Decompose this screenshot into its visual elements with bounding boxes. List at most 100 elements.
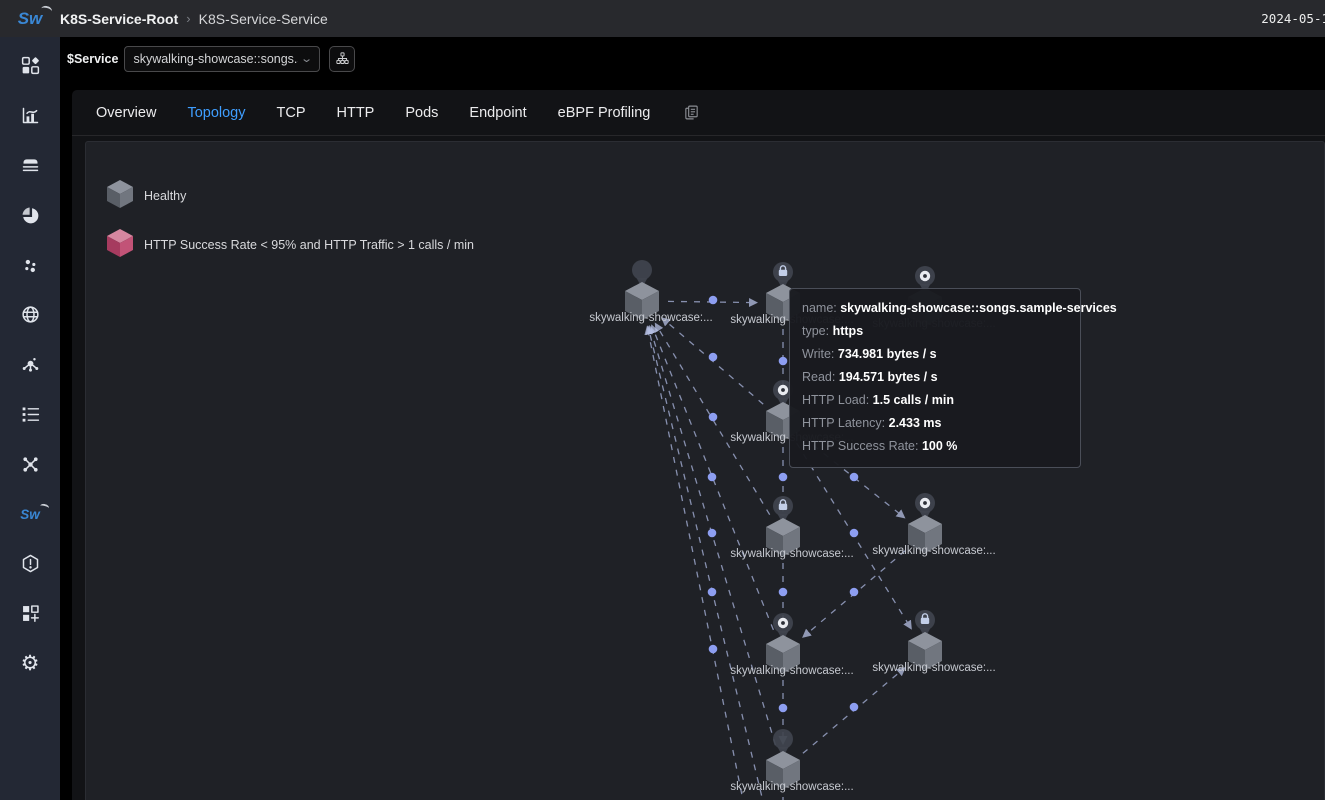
service-cube bbox=[908, 641, 925, 670]
node-label: skywalking-showcase:... bbox=[730, 665, 853, 677]
sidebar-item-settings-gear[interactable]: ⚙ bbox=[0, 639, 60, 689]
service-hierarchy-button[interactable] bbox=[329, 45, 356, 72]
apps-icon bbox=[21, 57, 39, 75]
sidebar-item-layers[interactable] bbox=[0, 141, 60, 191]
service-cube bbox=[908, 524, 925, 553]
breadcrumb-root[interactable]: K8S-Service-Root bbox=[60, 10, 179, 27]
time-range-value[interactable]: 2024-05-1 bbox=[1261, 11, 1325, 26]
node-label: skywalking-showcase:... bbox=[872, 662, 995, 674]
tooltip-row: HTTP Latency: 2.433 ms bbox=[802, 416, 942, 430]
tooltip-row: Write: 734.981 bytes / s bbox=[802, 347, 937, 361]
cluster-dots-icon bbox=[24, 259, 35, 272]
tab-overview[interactable]: Overview bbox=[96, 104, 157, 121]
tab-tcp[interactable]: TCP bbox=[276, 104, 306, 121]
skywalking-mini-logo: Sw bbox=[20, 502, 50, 522]
legend-item-healthy: Healthy bbox=[106, 180, 474, 212]
sidebar-item-pie-chart[interactable] bbox=[0, 190, 60, 240]
node-label: skywalking-showcase:... bbox=[730, 548, 853, 560]
topology-nodes: skywalking-showcase:... skywalking-showca… bbox=[589, 260, 996, 793]
sidebar-item-widgets-plus[interactable] bbox=[0, 589, 60, 639]
tooltip-row: HTTP Success Rate: 100 % bbox=[802, 439, 958, 453]
topology-node[interactable]: skywalking-showcase:... bbox=[589, 260, 713, 324]
badge-dot-icon bbox=[781, 621, 785, 625]
sidebar-item-cluster-dots[interactable] bbox=[0, 240, 60, 290]
layers-icon bbox=[22, 159, 38, 172]
chevron-down-icon: ⌄ bbox=[300, 53, 314, 65]
service-cube bbox=[625, 291, 642, 320]
service-select[interactable]: skywalking-showcase::songs.s ⌄ bbox=[124, 45, 321, 72]
service-cube bbox=[766, 293, 783, 322]
topology-node[interactable]: skywalking-showcase:... bbox=[872, 493, 996, 557]
sidebar-item-bar-chart[interactable] bbox=[0, 91, 60, 141]
pie-chart-icon bbox=[22, 207, 38, 224]
topology-node[interactable]: skywalking-showcase:... bbox=[730, 613, 854, 677]
cube-icon bbox=[107, 229, 133, 257]
node-pin-icon bbox=[773, 729, 793, 749]
tab-http[interactable]: HTTP bbox=[336, 104, 375, 121]
service-cube bbox=[766, 644, 783, 673]
topology-panel: Healthy HTTP Success Rate < 95% and HTTP … bbox=[85, 141, 1325, 800]
node-label: skywalking-showcase:... bbox=[872, 545, 995, 557]
topology-x-icon bbox=[22, 457, 38, 472]
service-card: Overview Topology TCP HTTP Pods Endpoint eBPF … bbox=[72, 90, 1325, 800]
legend-item-unhealthy: HTTP Success Rate < 95% and HTTP Traffic… bbox=[106, 229, 474, 261]
badge-dot-icon bbox=[923, 501, 927, 505]
lock-icon bbox=[920, 617, 930, 624]
node-tooltip: name: skywalking-showcase::songs.sample-… bbox=[789, 288, 1117, 468]
sidebar-item-skywalking-mini-logo[interactable]: Sw bbox=[0, 489, 60, 539]
breadcrumb-separator-icon: › bbox=[186, 11, 191, 26]
tooltip-row: Read: 194.571 bytes / s bbox=[802, 370, 938, 384]
service-cube bbox=[783, 527, 800, 556]
sidebar-item-alert-hexagon[interactable] bbox=[0, 539, 60, 589]
service-cube bbox=[925, 641, 942, 670]
document-copy-icon bbox=[685, 105, 699, 120]
service-cube bbox=[766, 411, 783, 440]
logo-text: Sw bbox=[17, 8, 43, 28]
topology-legend: Healthy HTTP Success Rate < 95% and HTTP … bbox=[106, 180, 474, 261]
service-select-value: skywalking-showcase::songs.s bbox=[133, 51, 299, 66]
tooltip-row: type: https bbox=[802, 324, 864, 338]
service-cube bbox=[925, 524, 942, 553]
legend-label: Healthy bbox=[144, 189, 187, 203]
tab-endpoint[interactable]: Endpoint bbox=[469, 104, 527, 121]
legend-label: HTTP Success Rate < 95% and HTTP Traffic… bbox=[144, 238, 474, 252]
service-cube bbox=[783, 644, 800, 673]
badge-dot-icon bbox=[781, 388, 785, 392]
topology-node[interactable]: skywalking-showcase:... bbox=[730, 729, 854, 793]
sidebar-item-list[interactable] bbox=[0, 390, 60, 440]
list-icon bbox=[22, 407, 39, 422]
tab-topology[interactable]: Topology bbox=[187, 104, 246, 121]
tab-ebpf-profiling[interactable]: eBPF Profiling bbox=[557, 104, 651, 121]
top-bar: Sw K8S-Service-Root › K8S-Service-Servic… bbox=[0, 0, 1325, 37]
lock-icon bbox=[921, 613, 929, 618]
breadcrumb: K8S-Service-Root › K8S-Service-Service bbox=[60, 11, 328, 27]
service-toolbar: $Service skywalking-showcase::songs.s ⌄ bbox=[60, 37, 1325, 80]
service-cube bbox=[766, 527, 783, 556]
lock-icon bbox=[779, 499, 787, 504]
service-cube bbox=[642, 291, 659, 320]
skywalking-logo[interactable]: Sw bbox=[0, 4, 60, 29]
service-label: $Service bbox=[67, 51, 119, 66]
breadcrumb-leaf[interactable]: K8S-Service-Service bbox=[198, 10, 328, 27]
node-label: skywalking-showcase:... bbox=[730, 781, 853, 793]
sidebar-item-topology-x[interactable] bbox=[0, 439, 60, 489]
tab-pods[interactable]: Pods bbox=[405, 104, 439, 121]
sidebar: Sw ⚙ bbox=[0, 37, 60, 800]
service-cube bbox=[783, 760, 800, 789]
lock-icon bbox=[779, 265, 787, 270]
settings-gear-icon: ⚙ bbox=[20, 651, 40, 675]
sitemap-icon bbox=[336, 52, 349, 64]
cube-icon bbox=[107, 180, 133, 208]
lock-icon bbox=[778, 503, 788, 510]
badge-dot-icon bbox=[923, 274, 927, 278]
tooltip-row: HTTP Load: 1.5 calls / min bbox=[802, 393, 954, 407]
topology-node[interactable]: skywalking-showcase:... bbox=[872, 610, 996, 674]
topology-node[interactable]: skywalking-showcase:... bbox=[730, 496, 854, 560]
sidebar-item-globe[interactable] bbox=[0, 290, 60, 340]
sidebar-item-satellite[interactable] bbox=[0, 340, 60, 390]
bar-chart-icon bbox=[22, 107, 38, 124]
tab-widget-button[interactable] bbox=[683, 104, 700, 121]
sidebar-item-apps[interactable] bbox=[0, 41, 60, 91]
globe-icon bbox=[21, 306, 39, 323]
